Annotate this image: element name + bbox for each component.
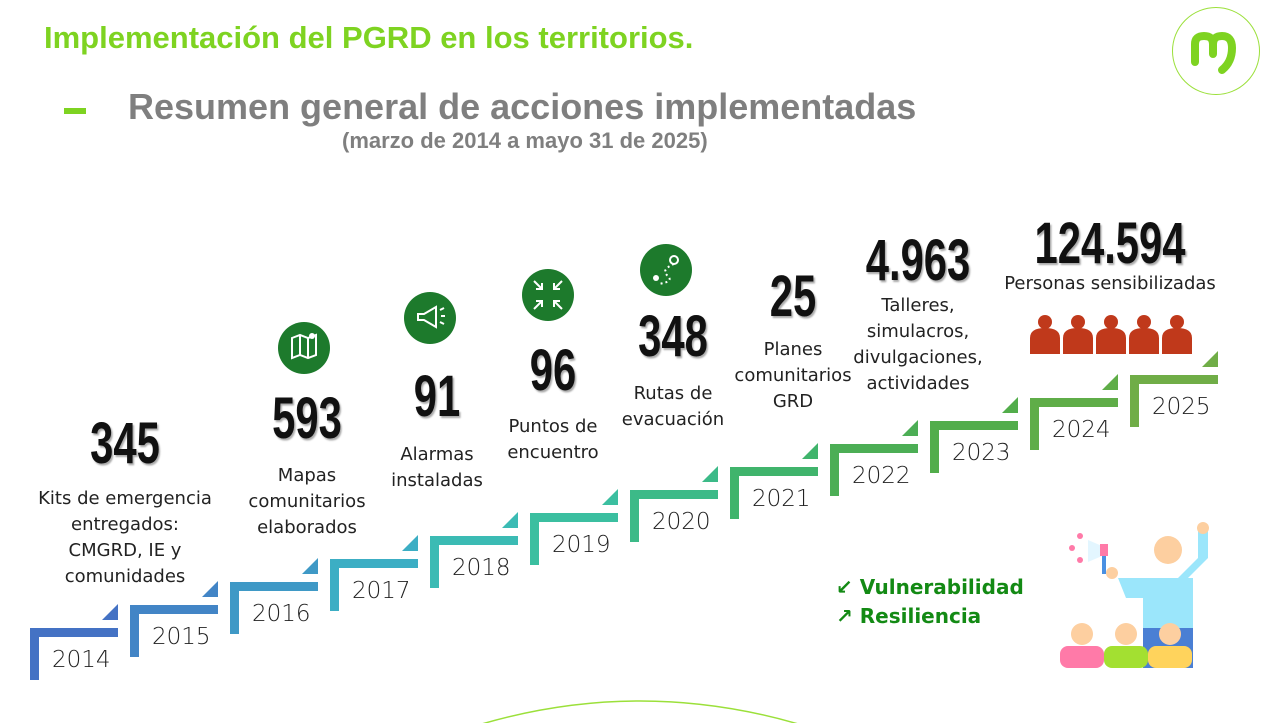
step-bar <box>330 559 418 568</box>
logo <box>1172 7 1260 95</box>
year-label: 2024 <box>1052 417 1111 443</box>
year-label: 2025 <box>1152 394 1211 420</box>
stat-value: 25 <box>769 264 817 329</box>
step-riser <box>1030 398 1039 450</box>
step-bar <box>930 421 1018 430</box>
step-triangle <box>602 489 618 505</box>
year-label: 2016 <box>252 601 311 627</box>
step-riser <box>230 582 239 634</box>
step-riser <box>630 490 639 542</box>
step-2019: 2019 <box>530 489 618 565</box>
step-riser <box>930 421 939 473</box>
speaker-crowd-illustration <box>1060 522 1209 668</box>
step-bar <box>730 467 818 476</box>
stat-label: Kits de emergencia entregados: CMGRD, IE… <box>38 488 212 587</box>
stat-value: 593 <box>272 386 342 451</box>
legend-label: Resiliencia <box>859 604 982 628</box>
year-label: 2015 <box>152 624 211 650</box>
year-label: 2020 <box>652 509 711 535</box>
step-triangle <box>702 466 718 482</box>
step-2020: 2020 <box>630 466 718 542</box>
step-bar <box>130 605 218 614</box>
year-label: 2017 <box>352 578 411 604</box>
step-riser <box>130 605 139 657</box>
map-icon <box>278 322 330 374</box>
step-2025: 2025 <box>1130 351 1218 427</box>
stat-label: Rutas de evacuación <box>621 383 725 430</box>
stat-label: Planes comunitarios GRD <box>734 339 852 412</box>
step-triangle <box>502 512 518 528</box>
step-triangle <box>1202 351 1218 367</box>
step-triangle <box>202 581 218 597</box>
step-2015: 2015 <box>130 581 218 657</box>
step-riser <box>1130 375 1139 427</box>
step-bar <box>530 513 618 522</box>
arrow-up-right-icon: ↗ <box>836 604 853 628</box>
year-label: 2018 <box>452 555 511 581</box>
step-bar <box>1030 398 1118 407</box>
legend-vulnerabilidad: ↙ Vulnerabilidad <box>836 575 1024 599</box>
period-text: (marzo de 2014 a mayo 31 de 2025) <box>342 128 708 153</box>
slide-title: Implementación del PGRD en los territori… <box>44 20 694 55</box>
step-bar <box>430 536 518 545</box>
decorative-arc <box>482 700 798 723</box>
stat-label: Talleres, simulacros, divulgaciones, act… <box>853 295 983 394</box>
step-2024: 2024 <box>1030 374 1118 450</box>
stat-value: 345 <box>90 411 160 476</box>
stat-label: Personas sensibilizadas <box>1004 273 1216 294</box>
arrow-down-left-icon: ↙ <box>836 575 853 599</box>
step-triangle <box>902 420 918 436</box>
route-icon <box>640 244 692 296</box>
step-riser <box>530 513 539 565</box>
step-bar <box>630 490 718 499</box>
step-bar <box>1130 375 1218 384</box>
year-label: 2022 <box>852 463 911 489</box>
stat-value: 96 <box>529 338 577 403</box>
year-label: 2019 <box>552 532 611 558</box>
year-label: 2021 <box>752 486 811 512</box>
step-triangle <box>802 443 818 459</box>
step-bar <box>230 582 318 591</box>
people-icon <box>1030 314 1192 361</box>
step-2016: 2016 <box>230 558 318 634</box>
step-2021: 2021 <box>730 443 818 519</box>
step-2022: 2022 <box>830 420 918 496</box>
step-riser <box>30 628 39 680</box>
step-triangle <box>1102 374 1118 390</box>
stat-value: 124.594 <box>1034 211 1186 276</box>
slide-subtitle: Resumen general de acciones implementada… <box>128 86 917 127</box>
legend-label: Vulnerabilidad <box>859 575 1024 599</box>
bullet-dash <box>64 108 86 114</box>
megaphone-icon <box>404 292 456 344</box>
step-riser <box>330 559 339 611</box>
step-triangle <box>102 604 118 620</box>
step-2017: 2017 <box>330 535 418 611</box>
step-2023: 2023 <box>930 397 1018 473</box>
stat-value: 4.963 <box>865 228 971 293</box>
logo-m-icon <box>1191 31 1237 74</box>
stat-label: Mapas comunitarios elaborados <box>248 465 366 538</box>
step-riser <box>430 536 439 588</box>
step-bar <box>830 444 918 453</box>
step-riser <box>830 444 839 496</box>
step-triangle <box>402 535 418 551</box>
step-riser <box>730 467 739 519</box>
stat-value: 348 <box>638 304 708 369</box>
legend-resiliencia: ↗ Resiliencia <box>836 604 981 628</box>
step-triangle <box>1002 397 1018 413</box>
step-bar <box>30 628 118 637</box>
year-label: 2023 <box>952 440 1011 466</box>
step-2014: 2014 <box>30 604 118 680</box>
stat-label: Alarmas instaladas <box>391 444 483 491</box>
year-label: 2014 <box>52 647 111 673</box>
stat-value: 91 <box>413 364 461 429</box>
stat-label: Puntos de encuentro <box>507 416 599 463</box>
step-2018: 2018 <box>430 512 518 588</box>
meeting-point-icon <box>522 269 574 321</box>
step-triangle <box>302 558 318 574</box>
